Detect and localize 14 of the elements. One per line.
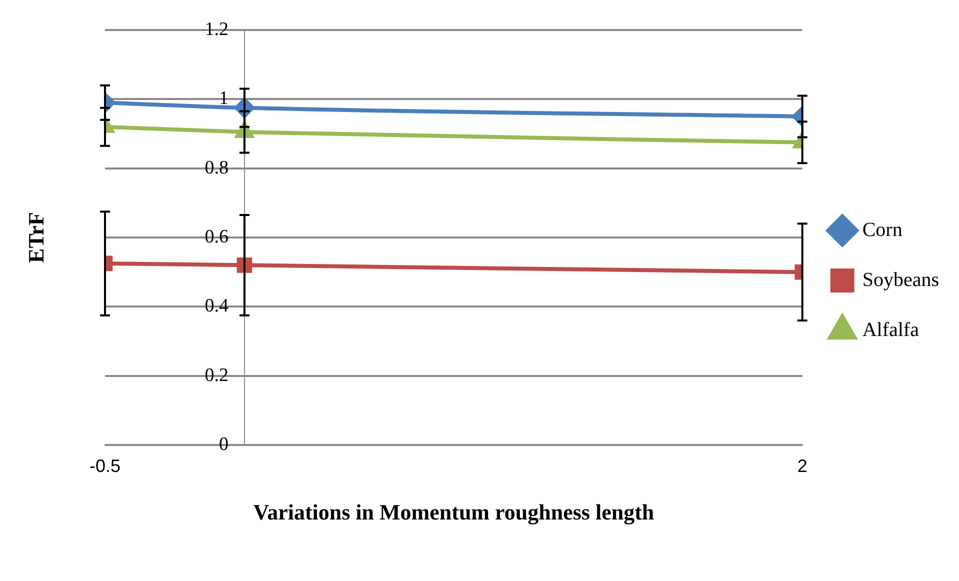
- y-tick-label: 0: [218, 434, 228, 455]
- y-tick-label: 0.2: [204, 364, 228, 386]
- legend-label: Alfalfa: [862, 318, 920, 341]
- y-tick-label: 1: [218, 88, 228, 110]
- y-tick-label: 0.6: [204, 226, 228, 248]
- x-tick-label: 2: [797, 456, 808, 476]
- legend-label: Corn: [862, 218, 902, 241]
- x-tick-label: -0.5: [89, 456, 121, 476]
- legend-label: Soybeans: [862, 268, 940, 291]
- y-tick-label: 0.8: [204, 157, 228, 178]
- y-axis-title: ETrF: [24, 212, 49, 263]
- x-axis-title: Variations in Momentum roughness length: [253, 499, 654, 524]
- y-tick-label: 1.2: [204, 18, 228, 40]
- y-tick-label: 0.4: [204, 296, 229, 317]
